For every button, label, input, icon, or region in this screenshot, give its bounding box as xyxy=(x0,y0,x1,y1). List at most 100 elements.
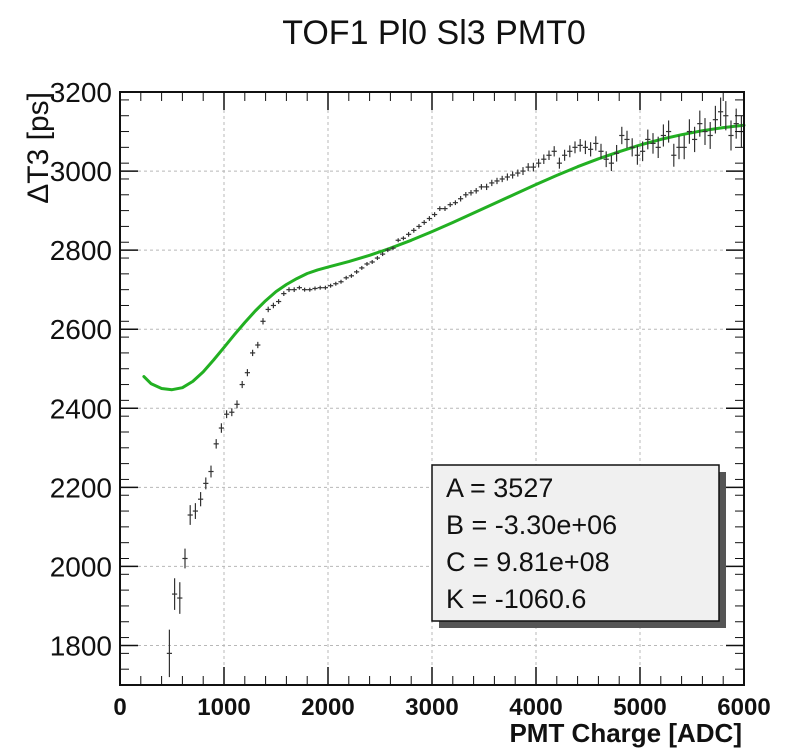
y-tick-label: 3200 xyxy=(50,77,112,108)
x-tick-label: 4000 xyxy=(509,694,562,721)
data-point xyxy=(562,149,568,161)
data-point xyxy=(619,126,625,145)
data-point xyxy=(192,503,198,519)
data-point xyxy=(614,144,620,162)
x-axis-label: PMT Charge [ADC] xyxy=(509,718,742,748)
data-point xyxy=(723,101,729,131)
data-point xyxy=(728,120,734,151)
data-point xyxy=(536,158,542,168)
data-point xyxy=(359,265,365,270)
data-point xyxy=(510,171,516,179)
data-point xyxy=(655,136,661,159)
y-tick-label: 2400 xyxy=(50,393,112,424)
axis-ticks xyxy=(119,91,745,686)
fit-param-c: C = 9.81e+08 xyxy=(446,547,610,577)
data-point xyxy=(395,238,401,243)
data-point xyxy=(650,133,656,154)
data-point xyxy=(177,582,183,614)
data-point xyxy=(666,120,672,143)
data-point xyxy=(567,145,573,158)
data-point xyxy=(291,287,297,293)
data-point xyxy=(546,150,552,160)
data-point xyxy=(556,157,562,169)
y-tick-label: 2200 xyxy=(50,472,112,503)
tick-labels: 0 1000 2000 3000 4000 5000 6000 1800 2000 2200 240… xyxy=(50,77,771,721)
data-point xyxy=(380,252,386,257)
data-point xyxy=(421,220,427,225)
data-point xyxy=(213,439,219,449)
data-point xyxy=(354,269,360,274)
data-point xyxy=(322,285,328,290)
data-point xyxy=(400,236,406,241)
data-point xyxy=(364,261,370,266)
data-point xyxy=(390,246,396,251)
y-tick-label: 2800 xyxy=(50,235,112,266)
data-point xyxy=(671,143,677,167)
data-point xyxy=(640,141,646,162)
data-point xyxy=(582,140,588,155)
data-point xyxy=(692,126,698,153)
x-tick-label: 3000 xyxy=(405,694,458,721)
data-point xyxy=(328,283,334,288)
y-tick-label: 1800 xyxy=(50,630,112,661)
y-axis-label: ΔT3 [ps] xyxy=(22,92,55,204)
x-tick-label: 0 xyxy=(113,694,126,721)
fit-curve-layer xyxy=(142,123,746,392)
fit-parameters-box: A = 3527 B = -3.30e+06 C = 9.81e+08 K = … xyxy=(431,464,726,628)
data-point xyxy=(608,155,614,172)
data-point xyxy=(276,299,282,304)
data-point xyxy=(634,145,640,165)
data-point xyxy=(478,184,484,190)
data-point xyxy=(426,216,432,221)
data-point xyxy=(348,273,354,278)
data-point xyxy=(733,108,739,139)
data-point xyxy=(187,505,193,525)
data-point xyxy=(603,151,609,168)
data-point xyxy=(718,97,724,126)
data-point xyxy=(198,492,204,507)
data-point xyxy=(515,169,521,177)
data-point xyxy=(577,139,583,152)
data-point xyxy=(504,173,510,181)
data-point xyxy=(172,578,178,610)
data-point xyxy=(286,287,292,293)
data-point xyxy=(385,248,391,253)
data-point xyxy=(593,136,599,151)
data-point xyxy=(489,179,495,187)
data-point xyxy=(484,183,490,191)
y-tick-label: 3000 xyxy=(50,156,112,187)
data-point xyxy=(530,162,536,172)
fit-param-b: B = -3.30e+06 xyxy=(446,510,617,540)
data-point xyxy=(166,629,172,678)
data-point xyxy=(333,281,339,286)
data-point xyxy=(676,135,682,160)
data-point xyxy=(525,163,531,172)
data-point xyxy=(369,260,375,264)
data-point xyxy=(270,302,276,309)
data-point xyxy=(494,177,500,185)
data-point xyxy=(458,195,464,202)
data-point xyxy=(281,291,287,296)
fit-param-a: A = 3527 xyxy=(446,473,553,503)
data-point xyxy=(317,285,323,290)
fit-parameters-panel xyxy=(431,464,720,622)
data-point xyxy=(712,105,718,134)
data-point xyxy=(541,154,547,164)
y-tick-label: 2600 xyxy=(50,314,112,345)
data-point xyxy=(432,212,438,217)
data-point xyxy=(707,122,713,149)
fit-param-k: K = -1060.6 xyxy=(446,584,586,614)
data-point xyxy=(239,380,245,389)
data-point xyxy=(296,285,302,290)
data-point xyxy=(208,465,214,478)
x-tick-label: 2000 xyxy=(301,694,354,721)
data-point xyxy=(473,188,479,194)
y-tick-label: 2000 xyxy=(50,551,112,582)
data-point xyxy=(645,129,651,150)
data-point xyxy=(255,341,261,349)
data-point xyxy=(312,286,318,291)
data-point xyxy=(463,192,469,198)
data-point xyxy=(218,423,224,433)
data-point xyxy=(624,130,630,149)
